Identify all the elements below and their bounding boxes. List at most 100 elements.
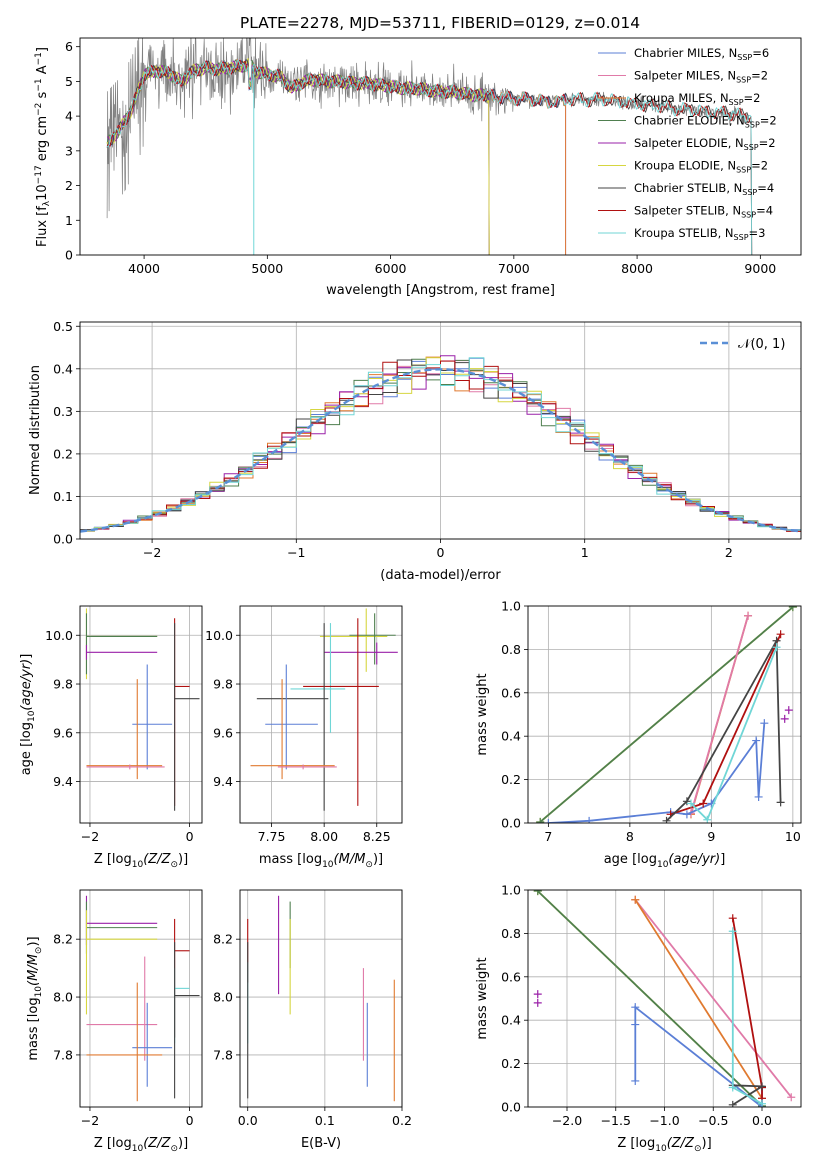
mass-Z-ylabel: mass [log10(M/M⊙)]: [26, 936, 44, 1060]
age-mass-ytick-label: 9.4: [213, 774, 233, 789]
weight-age-marker: [686, 799, 695, 808]
age-mass-xtick-label: 8.25: [363, 829, 391, 844]
mass-Z-xlabel: Z [log10(Z/Z⊙)]: [94, 1136, 188, 1154]
weight-Z-marker: [533, 998, 542, 1007]
mass-Z-ytick-label: 8.2: [53, 932, 73, 947]
weight-Z-marker: [787, 1093, 796, 1102]
legend-entry: Chabrier MILES, NSSP=6: [634, 46, 769, 62]
weight-age-marker: [703, 815, 712, 823]
weight-age-xtick-label: 10: [785, 829, 801, 844]
age-mass-xtick-label: 7.75: [258, 829, 286, 844]
spectrum-ytick-label: 5: [65, 74, 73, 89]
age-mass-point: [265, 664, 318, 770]
residuals-xtick-label: −2: [143, 545, 161, 560]
weight-Z-marker: [728, 914, 737, 923]
weight-Z-marker: [631, 895, 640, 904]
weight-age-ytick-label: 0.0: [501, 816, 521, 831]
weight-Z-ylabel: mass weight: [475, 957, 490, 1039]
figure-title: PLATE=2278, MJD=53711, FIBERID=0129, z=0…: [240, 14, 640, 32]
weight-age-marker: [754, 792, 763, 801]
weight-age-ytick-label: 0.2: [501, 772, 521, 787]
mass-Z-point: [132, 1002, 173, 1087]
mass-Z-ytick-label: 8.0: [53, 990, 73, 1005]
weight-Z-marker: [631, 1003, 640, 1012]
spectrum-xlabel: wavelength [Angstrom, rest frame]: [326, 283, 555, 298]
residuals-ytick-label: 0.0: [53, 532, 73, 547]
weight-age-marker: [536, 817, 545, 823]
age-mass-point: [290, 623, 346, 733]
spectrum-xtick-label: 6000: [375, 261, 407, 276]
residuals-panel: −2 −1 0 1 2 0.0 0.1 0.2 0.3 0.4 0.5 𝒩(0, 1) (data-mo…: [28, 319, 802, 583]
weight-Z-plot-area: [533, 890, 796, 1107]
weight-Z-xtick-label: −1.5: [601, 1113, 631, 1128]
weight-age-marker: [776, 630, 785, 639]
age-mass-point: [319, 608, 388, 672]
weight-age-marker: [744, 611, 753, 620]
mass-EBV-ytick-label: 8.0: [213, 990, 233, 1005]
weight-age-marker: [772, 643, 781, 652]
weight-Z-xtick-label: −0.5: [698, 1113, 728, 1128]
residuals-ytick-label: 0.4: [53, 361, 73, 376]
legend-entry: 𝒩(0, 1): [738, 337, 785, 352]
weight-age-series: [666, 630, 785, 819]
weight-Z-marker: [533, 990, 542, 999]
age-Z-point: [174, 623, 200, 811]
mass-Z-panel: −2 0 7.8 8.0 8.2 Z [log10(Z/Z⊙)] mass [log10(M…: [26, 889, 203, 1154]
residuals-ytick-label: 0.1: [53, 489, 73, 504]
spectrum-ytick-label: 1: [65, 213, 73, 228]
weight-age-xtick-label: 7: [544, 829, 552, 844]
mass-Z-plot-area: [85, 895, 200, 1102]
age-mass-xtick-label: 8.00: [310, 829, 338, 844]
weight-age-marker: [662, 816, 671, 823]
weight-age-plot-area: [536, 606, 797, 823]
spectrum-ytick-label: 0: [65, 248, 73, 263]
age-Z-plot-area: [85, 608, 200, 811]
residuals-ytick-label: 0.2: [53, 446, 73, 461]
spectrum-panel: 4000 5000 6000 7000 8000 9000 0 1 2 3 4 5 6 Chabrier …: [34, 37, 802, 298]
legend-entry: Kroupa MILES, NSSP=2: [634, 91, 760, 107]
weight-age-panel: 7 8 9 10 0.0 0.2 0.4 0.6 0.8 1.0 age [log10(age/yr…: [475, 599, 802, 870]
age-mass-ytick-label: 10.0: [205, 628, 233, 643]
weight-Z-marker: [631, 1020, 640, 1029]
mass-Z-point: [85, 910, 158, 1015]
weight-Z-ytick-label: 0.0: [501, 1100, 521, 1115]
weight-Z-marker: [728, 1100, 737, 1107]
mass-Z-xtick-label: 0: [186, 1113, 194, 1128]
spectrum-ytick-label: 4: [65, 109, 73, 124]
weight-Z-marker: [631, 1076, 640, 1085]
age-mass-plot-area: [250, 608, 398, 811]
weight-age-series: [780, 706, 793, 723]
residuals-xlabel: (data-model)/error: [380, 568, 501, 583]
mass-EBV-panel: 0.0 0.1 0.2 7.8 8.0 8.2 E(B-V): [213, 889, 412, 1151]
residuals-plot-area: [80, 355, 801, 533]
weight-age-series: [662, 636, 785, 823]
spectrum-xtick-label: 7000: [498, 261, 530, 276]
mass-EBV-xtick-label: 0.2: [392, 1113, 412, 1128]
age-mass-point: [256, 623, 329, 811]
age-Z-panel: −2 0 9.4 9.6 9.8 10.0 Z [log10(Z/Z⊙)] age [log1…: [19, 605, 203, 870]
legend-entry: Chabrier STELIB, NSSP=4: [634, 181, 774, 197]
age-mass-xlabel: mass [log10(M/M⊙)]: [259, 852, 383, 870]
age-mass-point: [303, 618, 379, 806]
spectrum-xtick-label: 5000: [251, 261, 283, 276]
mass-Z-point: [174, 942, 200, 1099]
mass-EBV-ytick-label: 8.2: [213, 932, 233, 947]
mass-Z-ytick-label: 7.8: [53, 1047, 73, 1062]
spectrum-legend: Chabrier MILES, NSSP=6 Salpeter MILES, NS…: [598, 46, 777, 242]
weight-Z-xlabel: Z [log10(Z/Z⊙)]: [617, 1136, 711, 1154]
weight-age-marker: [682, 797, 691, 806]
weight-Z-ytick-label: 0.6: [501, 969, 521, 984]
age-mass-point: [277, 764, 337, 770]
age-mass-point: [250, 679, 335, 780]
weight-age-marker: [780, 714, 789, 723]
mass-EBV-plot-area: [247, 895, 395, 1102]
weight-Z-marker: [758, 1099, 766, 1107]
residuals-ytick-label: 0.3: [53, 404, 73, 419]
residuals-ylabel: Normed distribution: [28, 365, 43, 495]
legend-entry: Kroupa ELODIE, NSSP=2: [634, 159, 768, 175]
age-Z-xlabel: Z [log10(Z/Z⊙)]: [94, 852, 188, 870]
weight-age-marker: [788, 606, 797, 612]
spectrum-ylabel: Flux [fλ10−17 erg cm−2 s−1 A−1]: [34, 47, 52, 247]
weight-age-marker: [760, 719, 769, 728]
spectrum-xtick-label: 9000: [744, 261, 776, 276]
